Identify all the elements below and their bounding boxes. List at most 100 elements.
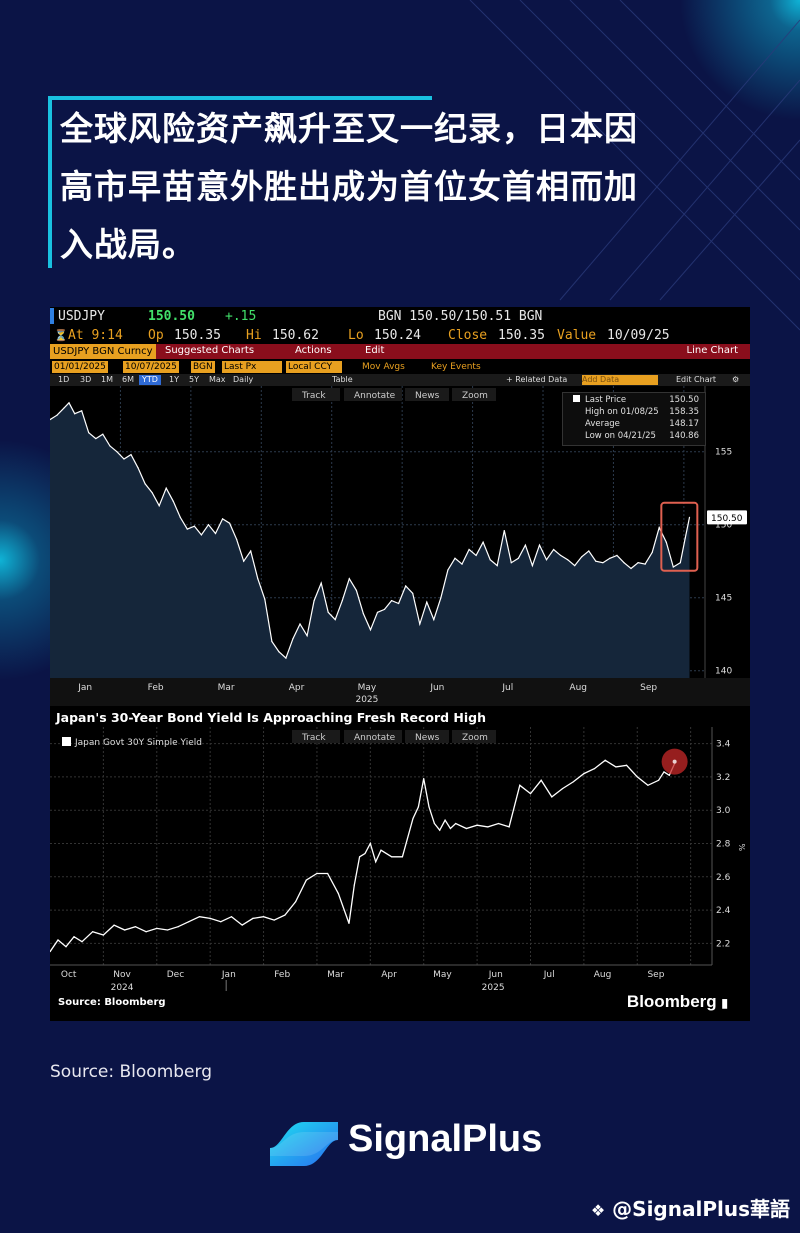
- open-label: Op: [148, 328, 164, 343]
- jgb-point: [439, 829, 441, 831]
- x-tick-label: Apr: [381, 970, 397, 980]
- date-from-field[interactable]: 01/01/2025: [52, 361, 108, 373]
- bloomberg-logo: Bloomberg ▮: [627, 992, 728, 1012]
- key-events-toggle[interactable]: Key Events: [431, 362, 481, 372]
- usdjpy-point: [292, 637, 294, 640]
- jgb-point: [262, 916, 265, 918]
- y-unit-label: %: [737, 844, 746, 852]
- menu-actions[interactable]: Actions: [295, 345, 332, 356]
- tool-zoom[interactable]: Zoom: [462, 733, 488, 743]
- usdjpy-point: [517, 557, 519, 559]
- y-tick-label: 3.2: [716, 773, 730, 783]
- tool-news[interactable]: News: [415, 733, 440, 743]
- x-tick-label: Aug: [569, 683, 587, 693]
- tool-annotate[interactable]: Annotate: [354, 391, 396, 401]
- usdjpy-point: [688, 516, 691, 518]
- tool-annotate[interactable]: Annotate: [354, 733, 396, 743]
- jgb-point: [476, 824, 478, 826]
- source-field[interactable]: BGN: [191, 361, 215, 373]
- legend-swatch: [573, 395, 580, 402]
- at-time: At 9:14: [68, 328, 123, 343]
- px-field[interactable]: Last Px: [222, 361, 282, 373]
- legend-label-average: Average: [585, 419, 620, 429]
- usdjpy-point: [369, 629, 372, 631]
- edit-chart-button[interactable]: Edit Chart: [676, 375, 717, 384]
- usdjpy-point: [95, 437, 97, 440]
- usdjpy-point: [214, 532, 217, 535]
- x-tick-label: Sep: [640, 683, 657, 693]
- jgb-point: [284, 914, 286, 916]
- bloomberg-terminal-panel: USDJPY 150.50 +.15 BGN 150.50/150.51 BGN…: [50, 307, 750, 1021]
- tool-news[interactable]: News: [415, 391, 440, 401]
- period-6m[interactable]: 6M: [122, 375, 134, 384]
- x-tick-label: Jun: [488, 970, 503, 980]
- usdjpy-point: [658, 527, 660, 529]
- jgb-point: [113, 924, 115, 926]
- bid-ask: BGN 150.50/150.51 BGN: [378, 309, 543, 324]
- usdjpy-point: [63, 407, 65, 409]
- security-field[interactable]: USDJPY BGN Curncy: [50, 344, 156, 359]
- headline-accent-top: [48, 96, 432, 100]
- tool-chip: [344, 730, 402, 743]
- jgb-point: [353, 884, 355, 886]
- tool-track[interactable]: Track: [301, 733, 326, 743]
- menu-edit[interactable]: Edit: [365, 345, 385, 356]
- jgb-point: [444, 819, 446, 821]
- jgb-point: [364, 852, 366, 855]
- frequency-daily[interactable]: Daily: [233, 375, 254, 384]
- mov-avgs-toggle[interactable]: Mov Avgs: [362, 362, 405, 372]
- period-1d[interactable]: 1D: [58, 375, 70, 384]
- jgb-point: [252, 917, 254, 919]
- usdjpy-point: [468, 548, 470, 551]
- usdjpy-point: [179, 516, 181, 518]
- tool-zoom[interactable]: Zoom: [462, 391, 488, 401]
- usdjpy-point: [538, 544, 541, 546]
- usdjpy-point: [313, 600, 315, 602]
- jgb-point: [369, 842, 371, 845]
- usdjpy-chart: 140 145 150 155 Jan Feb Mar Apr May Jun Jul Aug Sep 2…: [50, 386, 750, 706]
- tool-chip: [344, 388, 402, 401]
- date-to-field[interactable]: 10/07/2025: [123, 361, 179, 373]
- usdjpy-point: [398, 602, 400, 605]
- usdjpy-point: [271, 640, 273, 643]
- x-axis-band: [50, 678, 750, 706]
- last-value-label: 150.50: [711, 514, 743, 524]
- period-5y[interactable]: 5Y: [189, 375, 199, 384]
- bond-chart-title: Japan's 30-Year Bond Yield Is Approachin…: [56, 710, 486, 725]
- usdjpy-point: [545, 559, 548, 561]
- related-data-button[interactable]: + Related Data: [506, 375, 568, 384]
- usdjpy-point: [475, 554, 477, 556]
- jgb-point: [65, 946, 67, 948]
- menu-suggested-charts[interactable]: Suggested Charts: [165, 345, 255, 356]
- diamond-icon: ❖: [590, 1201, 606, 1220]
- usdjpy-point: [362, 613, 365, 615]
- jgb-point: [209, 917, 211, 919]
- period-1m[interactable]: 1M: [101, 375, 113, 384]
- jgb-point: [50, 951, 51, 953]
- usdjpy-point: [602, 562, 604, 564]
- usdjpy-point: [454, 557, 456, 559]
- usdjpy-point: [193, 525, 195, 527]
- period-3d[interactable]: 3D: [80, 375, 92, 384]
- settings-gear-icon[interactable]: ⚙: [732, 375, 740, 384]
- jgb-point: [604, 759, 606, 761]
- last-price: 150.50: [148, 309, 195, 324]
- add-data-field[interactable]: Add Data: [582, 375, 658, 385]
- jgb-point: [519, 784, 521, 786]
- x-tick-label: Jan: [77, 683, 92, 693]
- usdjpy-point: [684, 537, 686, 539]
- record-high-dot: [672, 759, 677, 764]
- usdjpy-point: [426, 601, 428, 603]
- source-caption: Source: Bloomberg: [50, 1062, 212, 1082]
- usdjpy-point: [531, 564, 534, 567]
- ccy-field[interactable]: Local CCY: [286, 361, 342, 373]
- table-toggle[interactable]: Table: [332, 375, 353, 384]
- period-ytd[interactable]: YTD: [139, 375, 161, 385]
- jgb-point: [625, 764, 628, 766]
- tool-track[interactable]: Track: [301, 391, 326, 401]
- jgb-point: [497, 822, 500, 825]
- usdjpy-point: [200, 534, 203, 536]
- usdjpy-point: [630, 567, 632, 570]
- period-1y[interactable]: 1Y: [169, 375, 179, 384]
- period-max[interactable]: Max: [209, 375, 226, 384]
